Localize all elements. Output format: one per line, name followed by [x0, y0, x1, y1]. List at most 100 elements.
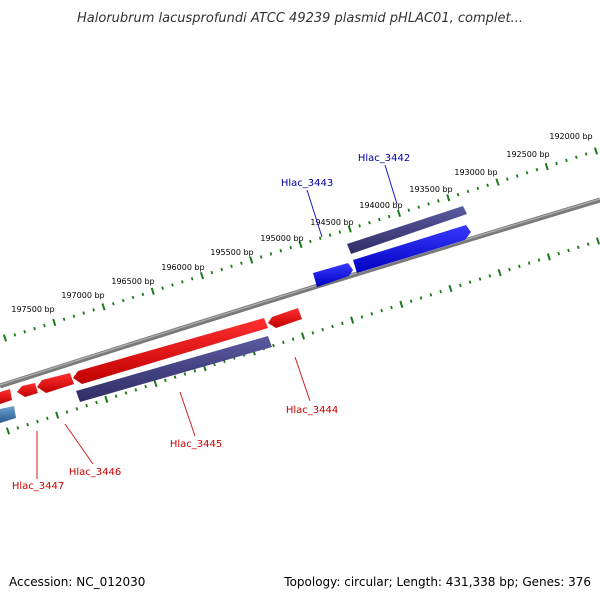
label-hlac-3446[interactable]: Hlac_3446 [69, 467, 121, 478]
label-hlac-3444[interactable]: Hlac_3444 [286, 405, 338, 416]
outer-tick [131, 295, 135, 300]
inner-tick [350, 316, 355, 324]
label-hlac-3443[interactable]: Hlac_3443 [281, 178, 333, 189]
outer-tick [456, 192, 460, 197]
inner-tick [272, 343, 275, 348]
outer-tick [161, 286, 164, 290]
cds-band-hlac-3445[interactable] [76, 336, 272, 402]
outer-tick [466, 189, 470, 194]
label-hlac-3442[interactable]: Hlac_3442 [358, 153, 410, 164]
inner-tick [300, 332, 306, 340]
inner-tick [370, 312, 374, 316]
inner-tick [291, 337, 295, 341]
outer-tick [407, 208, 411, 212]
outer-tick [190, 277, 194, 281]
label-hlac-3445[interactable]: Hlac_3445 [170, 439, 222, 450]
scale-label: 196000 bp [161, 263, 204, 272]
scale-label: 197000 bp [61, 291, 104, 300]
outer-tick [240, 261, 243, 265]
outer-tick [309, 239, 312, 244]
outer-tick [515, 174, 519, 178]
inner-tick [55, 411, 60, 419]
gene-hlac-3447[interactable] [17, 383, 38, 397]
scale-ticks-outer [2, 147, 599, 342]
inner-tick [26, 422, 29, 427]
inner-tick [459, 283, 462, 288]
inner-tick [134, 388, 138, 392]
inner-tick [488, 274, 492, 278]
inner-tick [95, 400, 98, 405]
outer-tick [141, 292, 145, 297]
inner-tick [577, 245, 580, 250]
inner-tick [114, 394, 118, 398]
inner-tick [399, 300, 404, 308]
outer-tick [328, 233, 332, 237]
gene-hlac-3442[interactable] [353, 225, 471, 273]
scale-label: 192000 bp [549, 132, 592, 141]
inner-tick [518, 264, 521, 269]
outer-tick [318, 236, 322, 240]
label-hlac-3447[interactable]: Hlac_3447 [12, 481, 64, 492]
inner-tick [144, 384, 147, 389]
outer-tick [368, 221, 371, 225]
inner-tick [390, 305, 393, 310]
leader-hlac-3443 [306, 189, 323, 238]
outer-tick [23, 330, 27, 334]
scale-label: 197500 bp [11, 305, 54, 314]
outer-tick [269, 252, 273, 256]
outer-tick [249, 256, 254, 264]
gene-hlac-3444[interactable] [268, 308, 302, 328]
outer-tick [171, 283, 174, 287]
outer-tick [112, 302, 115, 306]
gene-hlac-3445-red[interactable] [73, 318, 268, 384]
outer-tick [298, 240, 303, 249]
gene-hlac-3446[interactable] [37, 373, 74, 393]
inner-tick [164, 378, 167, 383]
gene-hlac-3443[interactable] [313, 263, 353, 287]
inner-tick [85, 403, 88, 408]
inner-tick [183, 372, 187, 376]
accession-text: Accession: NC_012030 [9, 575, 145, 589]
inner-tick [380, 308, 383, 313]
inner-tick [282, 340, 285, 345]
inner-tick [65, 410, 69, 414]
inner-tick [595, 237, 600, 245]
outer-tick [2, 334, 8, 342]
outer-tick [427, 202, 430, 206]
outer-tick [92, 308, 95, 312]
outer-tick [33, 326, 36, 331]
inner-tick [36, 419, 39, 424]
scale-label: 195000 bp [260, 234, 303, 243]
gene-edge-red[interactable] [0, 389, 12, 404]
inner-tick [429, 293, 433, 297]
outer-tick [486, 183, 489, 187]
scale-label: 194500 bp [310, 218, 353, 227]
outer-tick [417, 205, 421, 209]
outer-tick [396, 209, 402, 218]
outer-tick [387, 214, 391, 219]
gene-edge-teal[interactable] [0, 406, 16, 423]
inner-tick [448, 284, 453, 293]
outer-tick [199, 271, 205, 280]
inner-tick [586, 242, 590, 246]
outer-tick [377, 217, 381, 222]
outer-tick [574, 155, 578, 159]
outer-tick [476, 186, 480, 191]
outer-tick [220, 267, 224, 272]
scale-ticks-inner [5, 237, 600, 435]
outer-tick [506, 177, 509, 181]
outer-tick [593, 147, 599, 155]
inner-tick [311, 331, 315, 335]
outer-tick [150, 287, 155, 295]
scale-label: 195500 bp [210, 248, 253, 257]
inner-tick [409, 299, 413, 303]
inner-tick [16, 426, 20, 430]
outer-tick [43, 323, 46, 328]
outer-tick [584, 152, 588, 156]
cds-band-hlac-3442[interactable] [347, 206, 467, 254]
inner-tick [321, 327, 324, 332]
inner-tick [360, 315, 364, 319]
outer-tick [210, 270, 214, 275]
